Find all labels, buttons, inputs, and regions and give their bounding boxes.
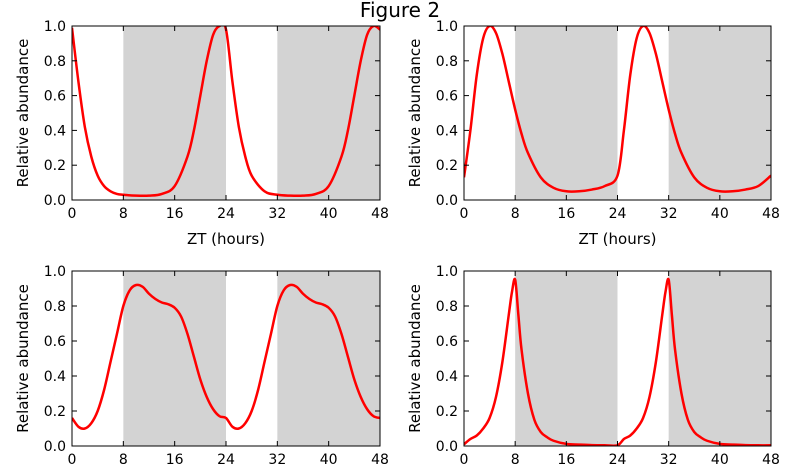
- panel-1: 0 8 16 24 32 40 48 0.0 0.2 0.4 0.6 0.8 1.0 ZT (hours)…: [14, 19, 389, 248]
- panel-2: 0 8 16 24 32 40 48 0.0 0.2 0.4 0.6 0.8 1.0 ZT (hours)…: [406, 19, 780, 248]
- x-tick-label: 8: [511, 206, 520, 222]
- x-tick-label: 40: [320, 206, 338, 222]
- dark-period-shade: [515, 271, 618, 446]
- x-axis-label: ZT (hours): [578, 230, 656, 248]
- y-tick-label: 0.4: [436, 369, 458, 385]
- y-tick-label: 0.6: [44, 89, 66, 105]
- x-tick-label: 16: [557, 452, 575, 468]
- abundance-curve: [72, 26, 380, 198]
- x-tick-label: 48: [371, 452, 389, 468]
- x-axis-label: ZT (hours): [187, 230, 265, 248]
- dark-period-shade: [668, 26, 771, 200]
- y-tick-label: 0.2: [436, 158, 458, 174]
- x-tick-label: 0: [460, 452, 469, 468]
- x-tick-label: 32: [660, 206, 678, 222]
- y-tick-label: 0.0: [436, 193, 458, 209]
- x-tick-label: 32: [660, 452, 678, 468]
- y-tick-label: 0.2: [436, 404, 458, 420]
- x-tick-label: 16: [166, 206, 184, 222]
- dark-period-shade: [123, 271, 226, 446]
- y-tick-label: 1.0: [44, 19, 66, 35]
- x-tick-label: 0: [68, 206, 77, 222]
- y-tick-label: 0.0: [44, 439, 66, 455]
- x-tick-label: 24: [217, 452, 235, 468]
- x-tick-label: 16: [557, 206, 575, 222]
- y-tick-label: 0.8: [44, 54, 66, 70]
- x-tick-label: 48: [762, 206, 780, 222]
- abundance-curve: [72, 283, 380, 430]
- y-tick-label: 0.6: [44, 334, 66, 350]
- x-tick-label: 24: [609, 206, 627, 222]
- x-tick-label: 40: [711, 452, 729, 468]
- y-axis-label: Relative abundance: [406, 284, 424, 433]
- y-axis-label: Relative abundance: [406, 39, 424, 188]
- figure-title: Figure 2: [360, 0, 440, 22]
- y-tick-label: 0.0: [44, 193, 66, 209]
- y-tick-label: 0.8: [436, 54, 458, 70]
- y-tick-label: 1.0: [44, 264, 66, 280]
- y-tick-label: 0.4: [44, 369, 66, 385]
- y-tick-label: 0.4: [436, 123, 458, 139]
- dark-period-shade: [515, 26, 618, 200]
- y-tick-label: 0.2: [44, 158, 66, 174]
- x-tick-label: 48: [762, 452, 780, 468]
- y-axis-label: Relative abundance: [14, 284, 32, 433]
- panel-4: 0 8 16 24 32 40 48 0.0 0.2 0.4 0.6 0.8 1.0 Relative a…: [406, 264, 780, 468]
- y-tick-label: 0.6: [436, 89, 458, 105]
- y-axis-label: Relative abundance: [14, 39, 32, 188]
- x-tick-label: 24: [609, 452, 627, 468]
- x-tick-label: 40: [711, 206, 729, 222]
- x-tick-label: 16: [166, 452, 184, 468]
- x-tick-label: 0: [460, 206, 469, 222]
- abundance-curve: [464, 26, 771, 193]
- x-tick-label: 48: [371, 206, 389, 222]
- x-tick-label: 8: [119, 452, 128, 468]
- y-tick-label: 0.6: [436, 334, 458, 350]
- dark-period-shade: [668, 271, 771, 446]
- y-tick-label: 1.0: [436, 264, 458, 280]
- x-tick-label: 0: [68, 452, 77, 468]
- y-tick-label: 0.8: [436, 299, 458, 315]
- y-tick-label: 0.0: [436, 439, 458, 455]
- x-tick-label: 32: [268, 452, 286, 468]
- panel-3: 0 8 16 24 32 40 48 0.0 0.2 0.4 0.6 0.8 1.0 Relative a…: [14, 264, 389, 468]
- dark-period-shade: [277, 26, 380, 200]
- x-tick-label: 40: [320, 452, 338, 468]
- y-tick-label: 0.4: [44, 123, 66, 139]
- x-tick-label: 32: [268, 206, 286, 222]
- x-tick-label: 8: [119, 206, 128, 222]
- dark-period-shade: [277, 271, 380, 446]
- x-tick-label: 8: [511, 452, 520, 468]
- x-tick-label: 24: [217, 206, 235, 222]
- dark-period-shade: [123, 26, 226, 200]
- y-tick-label: 0.2: [44, 404, 66, 420]
- y-tick-label: 0.8: [44, 299, 66, 315]
- y-tick-label: 1.0: [436, 19, 458, 35]
